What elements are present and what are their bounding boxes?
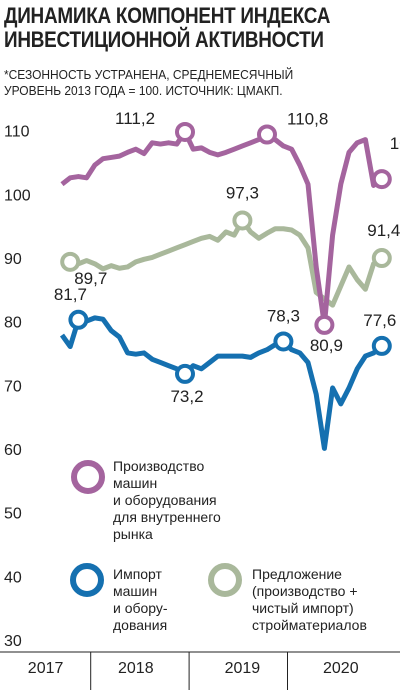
- legend-entry: Производство машин и оборудования для вн…: [113, 458, 221, 542]
- point-marker: [68, 309, 89, 330]
- series-line: [59, 315, 384, 451]
- point-marker: [314, 314, 335, 335]
- y-tick-label: 90: [4, 251, 22, 268]
- legend-marker: [71, 460, 105, 494]
- value-label: 111,2: [115, 109, 155, 128]
- y-tick-label: 40: [4, 569, 22, 586]
- value-label: 97,3: [226, 183, 259, 202]
- point-marker: [371, 169, 392, 190]
- point-marker: [175, 363, 195, 384]
- point-marker: [60, 251, 81, 272]
- value-label: 110,8: [287, 110, 328, 129]
- value-label: 78,3: [267, 306, 300, 325]
- chart-subtitle: *СЕЗОННОСТЬ УСТРАНЕНА, СРЕДНЕМЕСЯЧНЫЙ УР…: [4, 67, 294, 98]
- y-tick-label: 50: [4, 506, 22, 523]
- y-tick-label: 110: [4, 124, 30, 141]
- value-label: 89,7: [74, 269, 107, 288]
- value-label: 91,4: [367, 221, 400, 240]
- y-tick-label: 60: [4, 442, 22, 459]
- point-marker: [175, 121, 195, 142]
- point-marker: [371, 248, 392, 269]
- y-tick-label: 70: [4, 378, 22, 395]
- point-marker: [273, 331, 294, 352]
- value-label: 81,7: [54, 285, 87, 304]
- x-tick-label: 2017: [28, 660, 64, 677]
- point-marker: [257, 124, 277, 145]
- point-marker: [232, 210, 253, 231]
- point-marker: [371, 335, 392, 356]
- value-label: 77,6: [363, 311, 396, 330]
- x-tick-label: 2020: [323, 660, 359, 677]
- chart-title: ДИНАМИКА КОМПОНЕНТ ИНДЕКСА ИНВЕСТИЦИОННО…: [4, 3, 331, 52]
- legend-marker: [70, 563, 104, 597]
- legend-entry: Импорт машин и обору- дования: [113, 566, 168, 633]
- value-label: 103,8: [390, 134, 400, 153]
- y-tick-label: 30: [4, 633, 22, 650]
- y-tick-label: 100: [4, 187, 31, 204]
- y-tick-label: 80: [4, 315, 22, 332]
- value-label: 73,2: [170, 387, 203, 406]
- legend-marker: [208, 563, 242, 597]
- legend-entry: Предложение (производство + чистый импор…: [252, 566, 367, 633]
- value-label: 80,9: [310, 336, 343, 355]
- x-tick-label: 2019: [225, 660, 261, 677]
- series-line: [60, 129, 384, 328]
- x-tick-label: 2018: [118, 660, 154, 677]
